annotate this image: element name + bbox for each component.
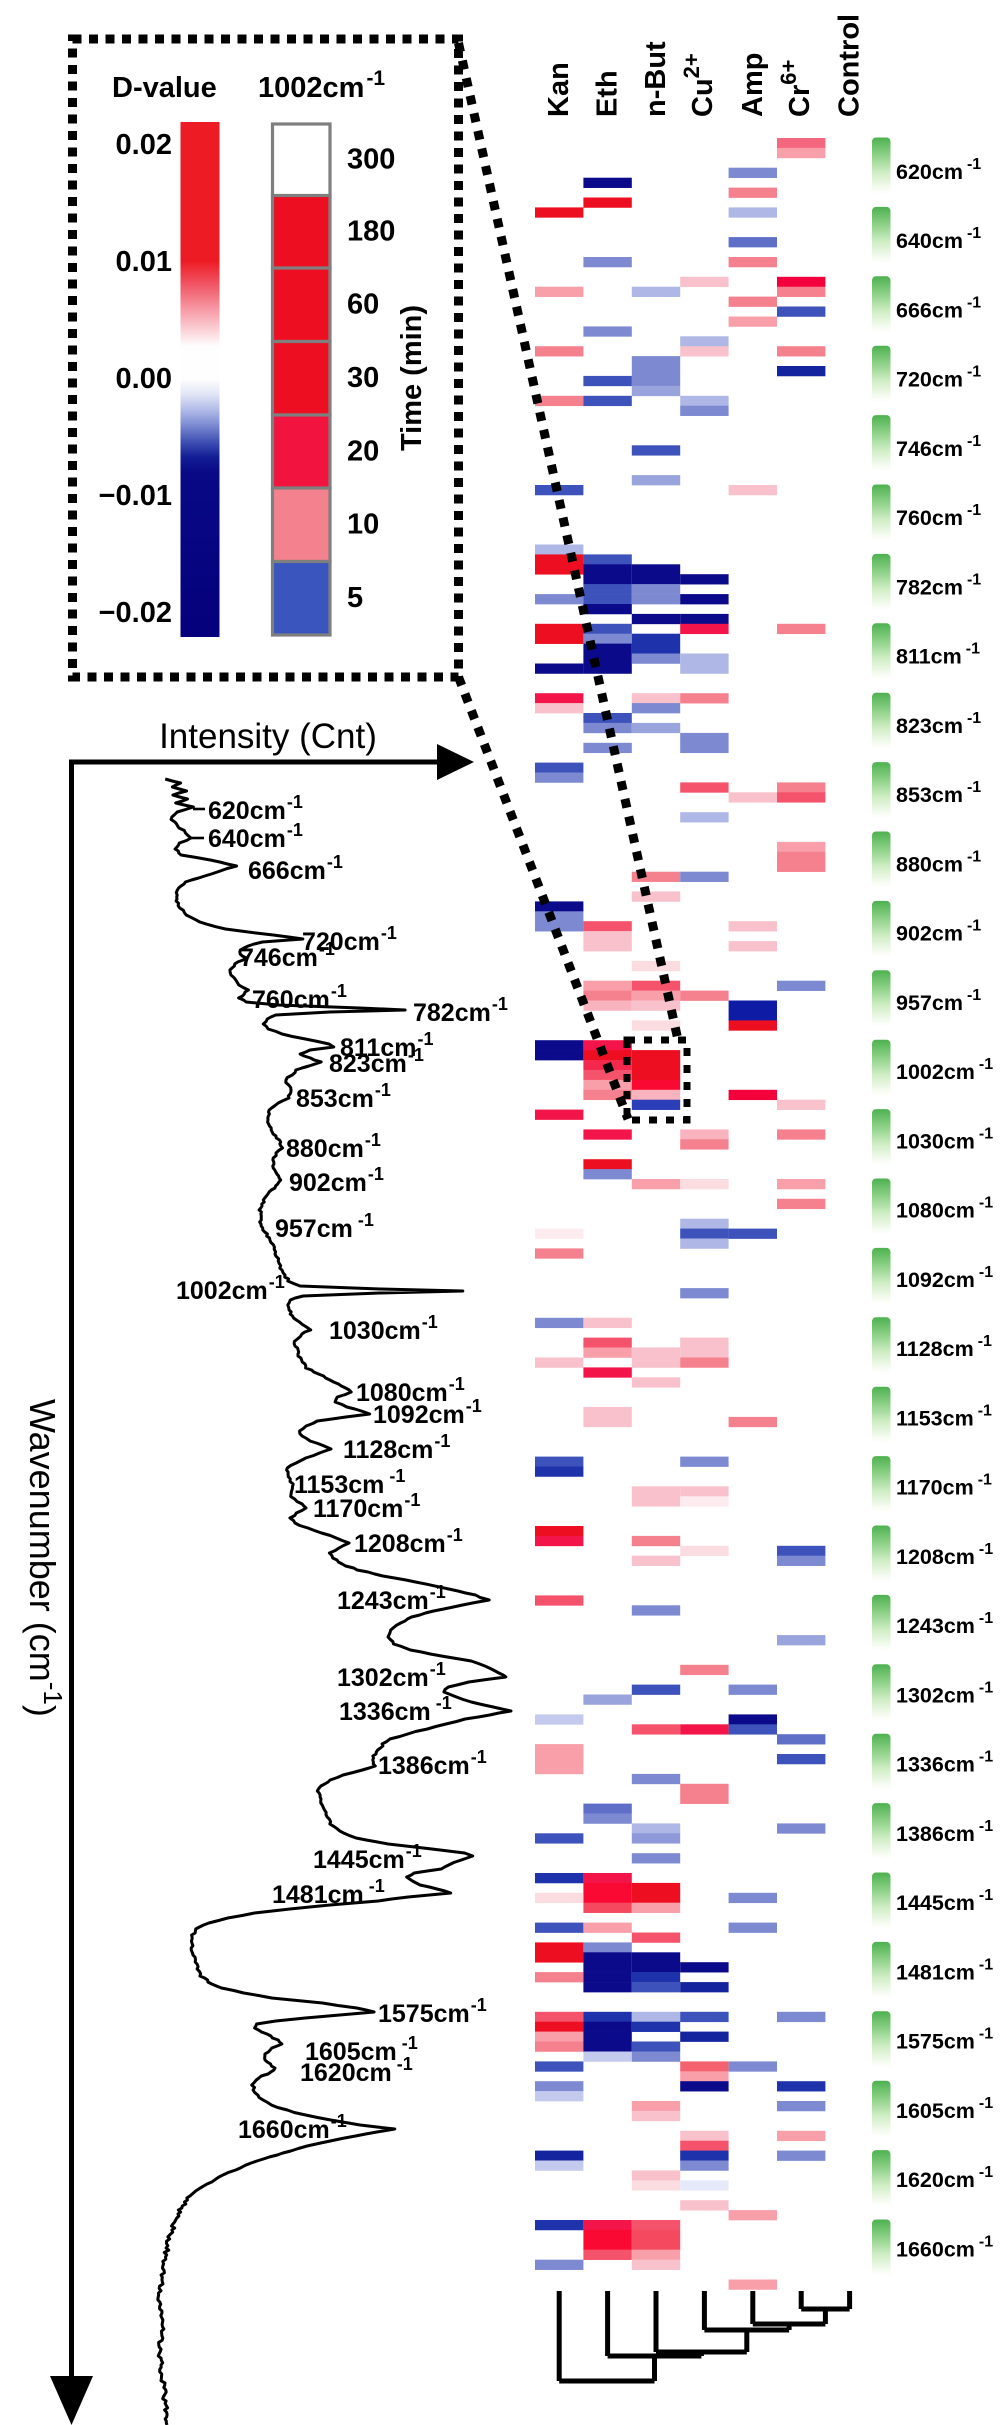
svg-text:Wavenumber (cm-1): Wavenumber (cm-1): [22, 1399, 68, 1717]
svg-text:Amp: Amp: [737, 53, 769, 117]
svg-text:1660cm-1: 1660cm-1: [238, 2111, 347, 2144]
svg-text:720cm-1: 720cm-1: [896, 364, 981, 392]
svg-text:853cm-1: 853cm-1: [296, 1080, 391, 1113]
svg-text:60: 60: [347, 289, 379, 321]
svg-text:902cm-1: 902cm-1: [289, 1164, 384, 1197]
svg-text:1030cm-1: 1030cm-1: [329, 1312, 438, 1345]
svg-text:1170cm-1: 1170cm-1: [313, 1490, 420, 1523]
svg-text:1481cm-1: 1481cm -1: [896, 1956, 993, 1984]
svg-text:1208cm-1: 1208cm-1: [354, 1525, 463, 1558]
svg-text:30: 30: [347, 362, 379, 394]
svg-text:Control: Control: [834, 14, 866, 117]
svg-text:1080cm-1: 1080cm-1: [896, 1195, 993, 1223]
svg-text:1660cm-1: 1660cm-1: [896, 2233, 993, 2261]
svg-text:620cm-1: 620cm-1: [896, 156, 981, 184]
svg-text:1336cm-1: 1336cm -1: [896, 1749, 993, 1777]
svg-text:5: 5: [347, 582, 363, 614]
svg-text:1336cm-1: 1336cm -1: [339, 1693, 452, 1726]
svg-text:1153cm-1: 1153cm -1: [896, 1402, 992, 1430]
svg-text:880cm-1: 880cm-1: [286, 1130, 381, 1163]
svg-text:666cm-1: 666cm-1: [248, 852, 343, 885]
svg-text:782cm-1: 782cm-1: [896, 571, 981, 599]
svg-text:Kan: Kan: [543, 62, 575, 117]
svg-text:1243cm-1: 1243cm-1: [337, 1582, 446, 1615]
svg-text:−0.02: −0.02: [99, 597, 172, 629]
svg-text:811cm-1: 811cm-1: [896, 641, 980, 669]
svg-text:1445cm-1: 1445cm-1: [896, 1887, 993, 1915]
svg-text:n-But: n-But: [640, 41, 672, 117]
svg-text:1002cm-1: 1002cm-1: [258, 67, 385, 104]
svg-text:1302cm-1: 1302cm-1: [337, 1659, 446, 1692]
svg-text:20: 20: [347, 436, 379, 468]
svg-text:0.02: 0.02: [116, 129, 172, 161]
svg-text:1620cm-1: 1620cm -1: [300, 2054, 413, 2087]
svg-text:1302cm-1: 1302cm-1: [896, 1679, 993, 1707]
svg-text:1575cm-1: 1575cm-1: [896, 2026, 993, 2054]
svg-text:1092cm-1: 1092cm-1: [896, 1264, 993, 1292]
svg-text:746cm-1: 746cm-1: [240, 939, 335, 972]
svg-text:−0.01: −0.01: [99, 480, 172, 512]
svg-text:1002cm-1: 1002cm-1: [896, 1056, 993, 1084]
svg-text:Eth: Eth: [592, 70, 624, 117]
svg-text:Cu2+: Cu2+: [679, 53, 719, 117]
svg-text:1080cm-1: 1080cm-1: [356, 1374, 465, 1407]
svg-text:880cm-1: 880cm-1: [896, 848, 981, 876]
svg-text:1128cm-1: 1128cm-1: [343, 1431, 450, 1464]
svg-text:760cm-1: 760cm-1: [252, 981, 347, 1014]
svg-text:1445cm-1: 1445cm-1: [313, 1841, 422, 1874]
svg-text:1386cm-1: 1386cm-1: [378, 1747, 487, 1780]
svg-text:957cm-1: 957cm -1: [275, 1210, 374, 1243]
svg-text:1386cm-1: 1386cm-1: [896, 1818, 993, 1846]
svg-text:1575cm-1: 1575cm-1: [378, 1995, 487, 2028]
svg-text:1243cm-1: 1243cm-1: [896, 1610, 993, 1638]
svg-text:902cm-1: 902cm-1: [896, 918, 981, 946]
svg-text:Time (min): Time (min): [396, 305, 428, 451]
svg-text:640cm-1: 640cm-1: [208, 820, 303, 853]
svg-text:1002cm-1: 1002cm-1: [176, 1272, 285, 1305]
svg-text:1030cm-1: 1030cm-1: [896, 1125, 993, 1153]
svg-text:666cm-1: 666cm-1: [896, 294, 981, 322]
svg-text:746cm-1: 746cm-1: [896, 433, 981, 461]
svg-text:823cm-1: 823cm-1: [896, 710, 981, 738]
svg-text:782cm-1: 782cm-1: [413, 994, 508, 1027]
svg-text:Cr6+: Cr6+: [776, 60, 816, 117]
svg-text:1128cm-1: 1128cm-1: [896, 1333, 992, 1361]
svg-text:853cm-1: 853cm-1: [896, 779, 981, 807]
svg-text:1092cm-1: 1092cm-1: [373, 1396, 482, 1429]
svg-text:Intensity (Cnt): Intensity (Cnt): [159, 717, 377, 756]
svg-text:1620cm-1: 1620cm -1: [896, 2164, 993, 2192]
svg-text:1208cm-1: 1208cm-1: [896, 1541, 993, 1569]
svg-text:957cm-1: 957cm -1: [896, 987, 981, 1015]
svg-text:823cm-1: 823cm-1: [329, 1045, 424, 1078]
svg-text:D-value: D-value: [112, 72, 217, 104]
svg-text:760cm-1: 760cm-1: [896, 502, 981, 530]
svg-text:180: 180: [347, 216, 395, 248]
svg-text:1170cm-1: 1170cm-1: [896, 1472, 992, 1500]
svg-text:1481cm-1: 1481cm -1: [272, 1876, 385, 1909]
svg-text:0.01: 0.01: [116, 246, 172, 278]
svg-text:10: 10: [347, 509, 379, 541]
svg-text:1605cm-1: 1605cm -1: [896, 2095, 993, 2123]
svg-text:811cm-1: 811cm-1: [340, 1029, 433, 1062]
svg-text:0.00: 0.00: [116, 363, 172, 395]
svg-text:640cm-1: 640cm-1: [896, 225, 981, 253]
svg-text:300: 300: [347, 144, 395, 176]
